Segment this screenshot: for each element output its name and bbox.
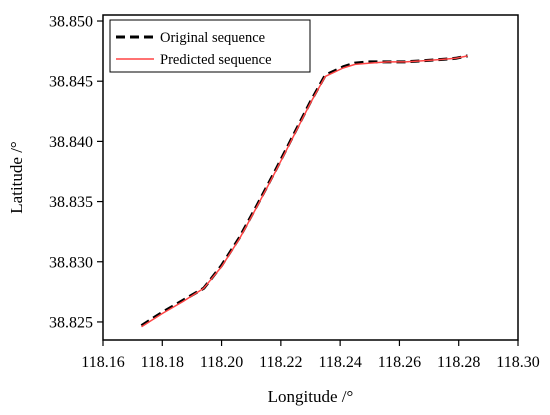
legend-label-original: Original sequence	[160, 30, 265, 46]
legend-label-predicted: Predicted sequence	[160, 52, 272, 68]
y-tick-label: 38.840	[49, 134, 93, 151]
x-tick-label: 118.30	[496, 354, 539, 371]
x-axis-title: Longitude /°	[268, 387, 354, 406]
x-tick-label: 118.18	[141, 354, 184, 371]
series-line-predicted	[141, 55, 468, 328]
y-axis-title: Latitude /°	[7, 141, 26, 213]
x-tick-label: 118.28	[437, 354, 480, 371]
y-tick-label: 38.845	[49, 74, 93, 91]
plot-frame	[102, 14, 519, 341]
y-axis-ticks: 38.825 38.830 38.835 38.840 38.845 38.850	[49, 14, 103, 331]
legend: Original sequence Predicted sequence	[109, 19, 311, 73]
x-tick-label: 118.22	[259, 354, 302, 371]
y-tick-label: 38.825	[49, 314, 93, 331]
x-tick-label: 118.26	[378, 354, 421, 371]
series-layer	[140, 54, 468, 328]
y-tick-label: 38.835	[49, 194, 93, 211]
y-tick-label: 38.830	[49, 254, 93, 271]
x-tick-label: 118.24	[318, 354, 361, 371]
y-tick-label: 38.850	[49, 14, 93, 31]
x-tick-label: 118.20	[200, 354, 243, 371]
x-axis-ticks: 118.16 118.18 118.20 118.22 118.24 118.26 118.…	[81, 340, 540, 371]
series-line-original	[140, 54, 468, 327]
legend-box	[109, 19, 311, 73]
x-tick-label: 118.16	[81, 354, 124, 371]
